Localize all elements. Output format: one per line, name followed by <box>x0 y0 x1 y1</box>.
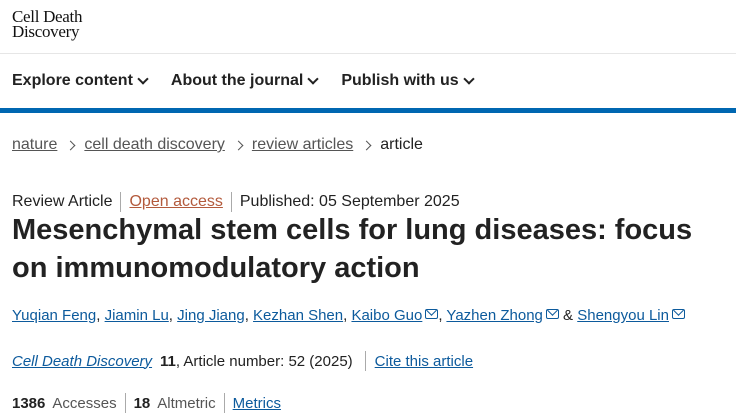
author-link[interactable]: Kezhan Shen <box>253 307 344 324</box>
article-meta: Review Article Open access Published: 05… <box>12 192 460 212</box>
author-link[interactable]: Kaibo Guo <box>351 307 423 324</box>
breadcrumb-cell-death-discovery[interactable]: cell death discovery <box>84 136 225 153</box>
divider <box>223 393 225 413</box>
accesses-label: Accesses <box>52 394 117 412</box>
nav-explore-content[interactable]: Explore content <box>12 72 149 90</box>
chevron-down-icon <box>137 73 149 85</box>
nav-publish[interactable]: Publish with us <box>341 72 475 90</box>
author-link[interactable]: Yuqian Feng <box>12 307 97 324</box>
email-icon[interactable] <box>545 309 559 319</box>
divider <box>0 53 736 54</box>
chevron-down-icon <box>307 73 320 85</box>
main-nav: Explore content About the journal Publis… <box>12 72 475 90</box>
email-icon[interactable] <box>671 309 685 319</box>
divider <box>364 351 366 371</box>
nav-about-journal[interactable]: About the journal <box>171 72 320 90</box>
altmetric-label: Altmetric <box>157 394 216 412</box>
article-title: Mesenchymal stem cells for lung diseases… <box>12 214 693 284</box>
breadcrumb-current: article <box>380 136 423 153</box>
volume: 11 <box>160 352 176 370</box>
author-link[interactable]: Jing Jiang <box>177 307 245 324</box>
author-link[interactable]: Jiamin Lu <box>104 307 169 324</box>
chevron-right-icon <box>361 140 372 150</box>
breadcrumb: nature cell death discovery review artic… <box>12 136 423 154</box>
journal-link[interactable]: Cell Death Discovery <box>12 352 153 370</box>
accent-bar <box>0 108 736 113</box>
divider <box>120 192 122 212</box>
author-list: Yuqian Feng, Jiamin Lu, Jing Jiang, Kezh… <box>12 307 685 324</box>
journal-logo[interactable]: Cell Death Discovery <box>12 7 83 41</box>
divider <box>124 393 126 413</box>
citation: Cell Death Discovery 11 , Article number… <box>12 351 473 371</box>
altmetric-count: 18 <box>133 394 151 412</box>
open-access-link[interactable]: Open access <box>129 193 223 210</box>
divider <box>230 192 232 212</box>
chevron-down-icon <box>463 73 475 85</box>
chevron-right-icon <box>233 140 244 150</box>
author-link[interactable]: Shengyou Lin <box>577 307 669 324</box>
breadcrumb-nature[interactable]: nature <box>12 136 58 153</box>
cite-this-article-link[interactable]: Cite this article <box>374 352 474 370</box>
article-metrics: 1386 Accesses 18 Altmetric Metrics <box>12 393 281 413</box>
chevron-right-icon <box>65 140 76 150</box>
breadcrumb-review-articles[interactable]: review articles <box>251 136 354 153</box>
article-type: Review Article <box>12 193 113 210</box>
article-number: , Article number: 52 (2025) <box>175 352 353 370</box>
metrics-link[interactable]: Metrics <box>232 394 281 412</box>
accesses-count: 1386 <box>12 394 46 412</box>
email-icon[interactable] <box>425 309 439 319</box>
published-date: Published: 05 September 2025 <box>239 193 460 210</box>
author-link[interactable]: Yazhen Zhong <box>446 307 543 324</box>
